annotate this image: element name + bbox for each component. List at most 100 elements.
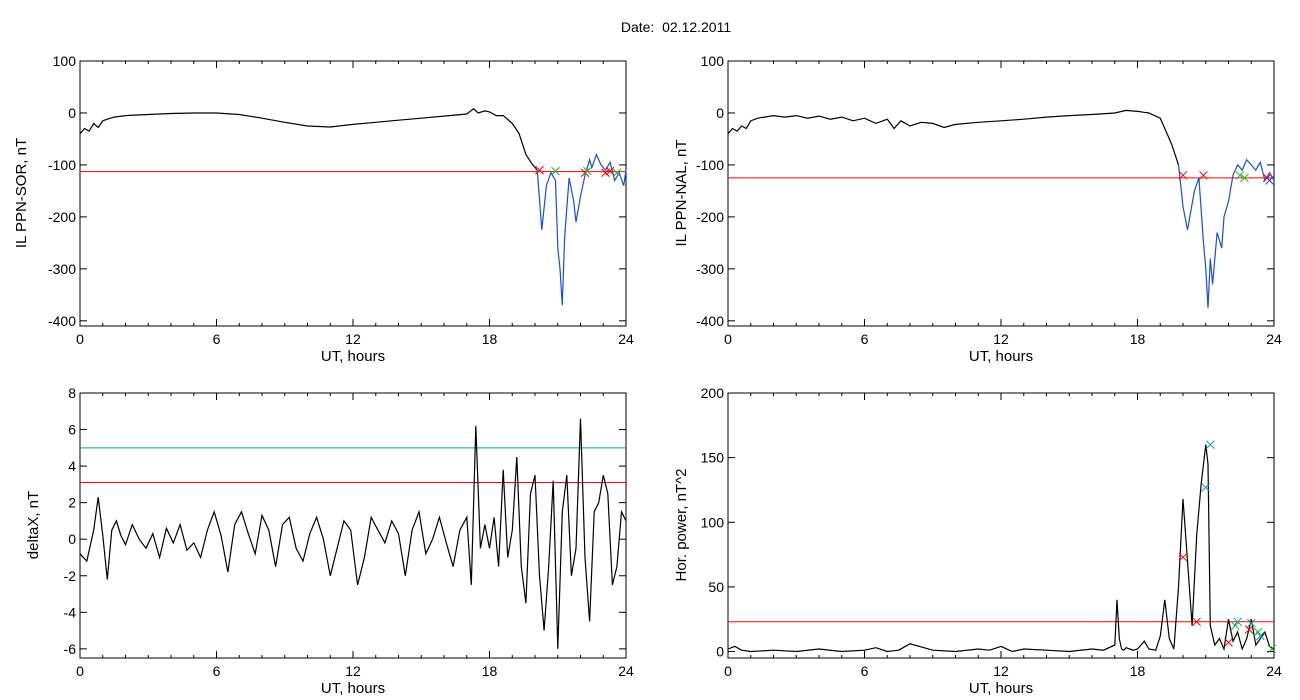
y-tick-label: 0 xyxy=(68,531,76,547)
y-tick-label: -300 xyxy=(696,261,724,277)
y-tick-label: -200 xyxy=(696,209,724,225)
y-axis-label: IL PPN-SOR, nT xyxy=(13,138,30,248)
plot-frame xyxy=(727,60,1275,327)
event-marker xyxy=(612,168,622,178)
marker-stroke xyxy=(1178,170,1188,180)
y-tick-label: 100 xyxy=(701,53,725,69)
series-line-2 xyxy=(1177,158,1275,308)
event-marker xyxy=(1178,170,1188,180)
x-tick-label: 24 xyxy=(1266,663,1282,679)
event-marker xyxy=(1199,170,1208,180)
plot-panel-1: 0 6 12 18 24 100 0 -100 -200 -300 -400 UT, hours IL … xyxy=(13,53,634,365)
event-marker xyxy=(1230,621,1240,631)
event-marker xyxy=(535,165,544,175)
y-tick-label: 0 xyxy=(716,644,724,660)
series-line-1 xyxy=(727,444,1275,653)
y-tick-label: -100 xyxy=(696,157,724,173)
x-tick-label: 12 xyxy=(993,331,1009,347)
y-tick-label: -2 xyxy=(64,568,77,584)
x-tick-label: 6 xyxy=(861,331,869,347)
series-line-1 xyxy=(79,108,538,171)
marker-stroke xyxy=(605,166,615,176)
y-axis-label: IL PPN-NAL, nT xyxy=(673,140,690,247)
y-axis-label: deltaX, nT xyxy=(25,491,42,559)
marker-stroke xyxy=(1255,631,1265,641)
marker-stroke xyxy=(1224,638,1233,647)
event-marker xyxy=(1201,483,1211,492)
y-tick-label: 2 xyxy=(68,495,76,511)
x-axis-label: UT, hours xyxy=(969,680,1033,697)
event-marker xyxy=(582,166,592,176)
marker-stroke xyxy=(1253,627,1263,637)
x-tick-label: 24 xyxy=(618,331,634,347)
y-tick-label: -400 xyxy=(48,313,76,329)
x-tick-label: 18 xyxy=(482,663,498,679)
event-marker xyxy=(1253,627,1263,637)
marker-stroke xyxy=(1201,483,1211,492)
marker-stroke xyxy=(580,168,590,178)
marker-stroke xyxy=(582,166,592,176)
x-tick-label: 12 xyxy=(345,663,361,679)
marker-stroke xyxy=(1233,617,1242,627)
series-line-1 xyxy=(79,418,627,649)
plot-frame xyxy=(79,60,627,327)
x-axis-label: UT, hours xyxy=(969,348,1033,365)
x-tick-label: 6 xyxy=(861,663,869,679)
marker-stroke xyxy=(1205,440,1215,450)
y-tick-label: 150 xyxy=(701,450,725,466)
marker-stroke xyxy=(612,168,622,178)
marker-stroke xyxy=(1230,621,1240,631)
event-marker xyxy=(605,166,615,176)
marker-stroke xyxy=(551,166,560,176)
figure-title: Date: 02.12.2011 xyxy=(620,19,732,35)
marker-stroke xyxy=(601,168,610,178)
event-marker xyxy=(1244,625,1254,634)
x-tick-label: 0 xyxy=(724,663,732,679)
x-tick-label: 24 xyxy=(1266,331,1282,347)
y-axis-label: Hor. power, nT^2 xyxy=(673,469,690,582)
x-axis-label: UT, hours xyxy=(321,348,385,365)
event-marker xyxy=(1265,176,1274,185)
y-tick-label: 8 xyxy=(68,385,76,401)
x-tick-label: 12 xyxy=(993,663,1009,679)
event-marker xyxy=(1192,617,1202,627)
event-marker xyxy=(1235,170,1245,180)
x-tick-label: 18 xyxy=(1130,663,1146,679)
event-marker xyxy=(1224,638,1233,647)
x-tick-label: 0 xyxy=(76,331,84,347)
marker-stroke xyxy=(1178,552,1188,562)
y-tick-label: 50 xyxy=(708,579,724,595)
marker-stroke xyxy=(1199,170,1208,180)
y-tick-label: 0 xyxy=(68,105,76,121)
plot-panel-4: 0 6 12 18 24 200 150 100 50 0 UT, hours Hor. power,… xyxy=(673,385,1282,697)
marker-stroke xyxy=(1265,176,1274,185)
y-tick-label: -400 xyxy=(696,313,724,329)
marker-stroke xyxy=(1235,170,1245,180)
x-tick-label: 0 xyxy=(76,663,84,679)
y-tick-label: -6 xyxy=(64,641,77,657)
event-marker xyxy=(551,166,560,176)
event-marker xyxy=(1178,552,1188,562)
x-tick-label: 18 xyxy=(1130,331,1146,347)
y-tick-label: 200 xyxy=(701,385,725,401)
series-line-2 xyxy=(536,152,627,306)
marker-stroke xyxy=(1192,617,1202,627)
x-tick-label: 6 xyxy=(213,663,221,679)
plot-frame xyxy=(79,392,627,659)
event-marker xyxy=(1233,617,1242,627)
y-tick-label: 4 xyxy=(68,458,76,474)
x-axis-label: UT, hours xyxy=(321,680,385,697)
plot-panel-2: 0 6 12 18 24 100 0 -100 -200 -300 -400 UT, hours IL … xyxy=(673,53,1282,365)
y-tick-label: 0 xyxy=(716,105,724,121)
x-tick-label: 24 xyxy=(618,663,634,679)
y-tick-label: -300 xyxy=(48,261,76,277)
marker-stroke xyxy=(1267,644,1277,654)
x-tick-label: 6 xyxy=(213,331,221,347)
marker-stroke xyxy=(1244,625,1254,634)
y-tick-label: -200 xyxy=(48,209,76,225)
marker-stroke xyxy=(1240,173,1249,183)
event-marker xyxy=(580,168,590,178)
event-marker xyxy=(1255,631,1265,641)
event-marker xyxy=(1267,644,1277,654)
